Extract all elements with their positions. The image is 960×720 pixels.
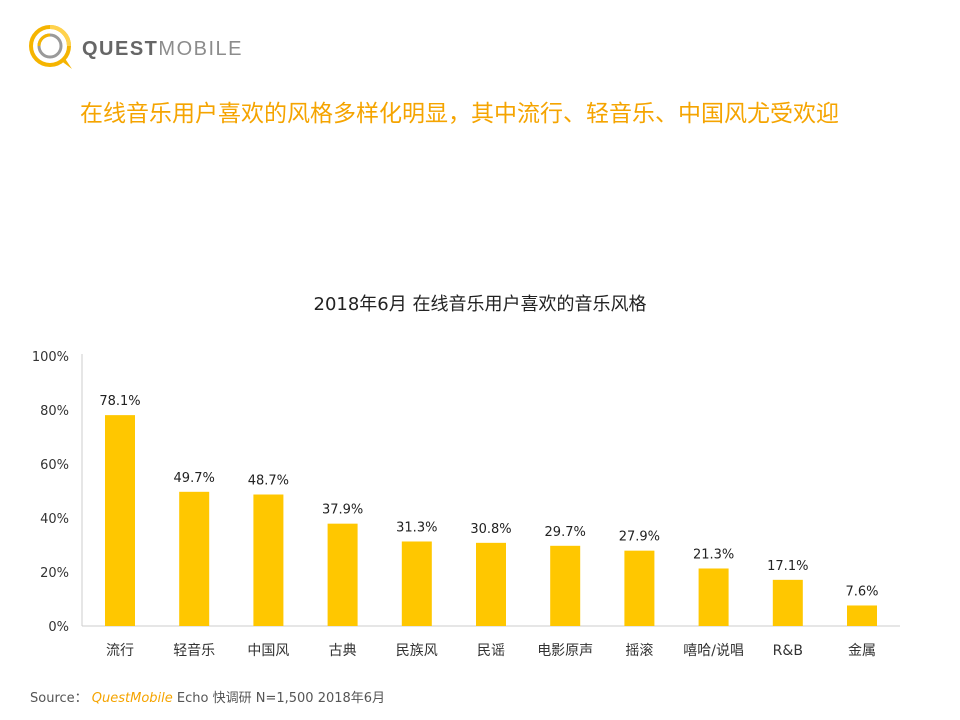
bar-data-label: 21.3% <box>693 547 734 562</box>
bar-data-label: 17.1% <box>767 559 808 574</box>
bar <box>698 568 729 626</box>
bar-data-label: 31.3% <box>396 520 437 535</box>
x-category-label: 中国风 <box>247 643 289 659</box>
bar <box>105 415 135 626</box>
x-category-label: 流行 <box>106 643 134 659</box>
bar <box>327 523 358 626</box>
page-headline: 在线音乐用户喜欢的风格多样化明显，其中流行、轻音乐、中国风尤受欢迎 <box>80 101 839 127</box>
bar <box>179 491 210 626</box>
x-category-label: 古典 <box>329 643 357 659</box>
brand-name-bold: QUEST <box>82 38 159 60</box>
source-label: Source： <box>30 691 88 706</box>
bar-data-label: 48.7% <box>248 474 289 489</box>
bar <box>401 541 432 626</box>
x-category-label: R&B <box>773 643 803 659</box>
bar <box>476 542 506 626</box>
x-category-label: 轻音乐 <box>173 642 215 659</box>
x-category-label: 民谣 <box>477 643 505 659</box>
bar <box>624 550 655 626</box>
y-tick-label: 60% <box>40 458 69 473</box>
bar <box>253 494 284 626</box>
source-brand: QuestMobile <box>91 691 173 706</box>
y-tick-label: 80% <box>40 404 69 419</box>
x-category-label: 摇滚 <box>625 642 653 659</box>
questmobile-logo-icon <box>29 25 72 69</box>
brand-wordmark: QUESTMOBILE <box>82 38 243 61</box>
brand-name-light: MOBILE <box>158 38 243 60</box>
x-category-label: 民族风 <box>396 643 438 659</box>
bar-data-label: 37.9% <box>322 503 363 518</box>
y-tick-label: 0% <box>48 620 69 635</box>
y-tick-label: 100% <box>32 350 69 365</box>
bar-data-label: 78.1% <box>99 394 140 409</box>
source-note: Source： QuestMobile Echo 快调研 N=1,500 201… <box>30 687 385 706</box>
bar <box>847 605 877 626</box>
y-tick-label: 40% <box>40 512 69 527</box>
x-category-label: 嘻哈/说唱 <box>683 643 744 659</box>
chart-title: 2018年6月 在线音乐用户喜欢的音乐风格 <box>313 294 647 315</box>
bar-data-label: 7.6% <box>845 584 878 599</box>
source-text: Echo 快调研 N=1,500 2018年6月 <box>176 691 386 706</box>
bar-data-label: 30.8% <box>470 522 511 537</box>
x-category-label: 金属 <box>848 643 876 659</box>
bar-data-label: 27.9% <box>619 530 660 545</box>
bar <box>550 545 581 626</box>
bar <box>772 579 803 626</box>
x-category-label: 电影原声 <box>537 643 593 659</box>
bar-data-label: 49.7% <box>174 471 215 486</box>
bar-data-label: 29.7% <box>545 525 586 540</box>
y-tick-label: 20% <box>40 566 69 581</box>
